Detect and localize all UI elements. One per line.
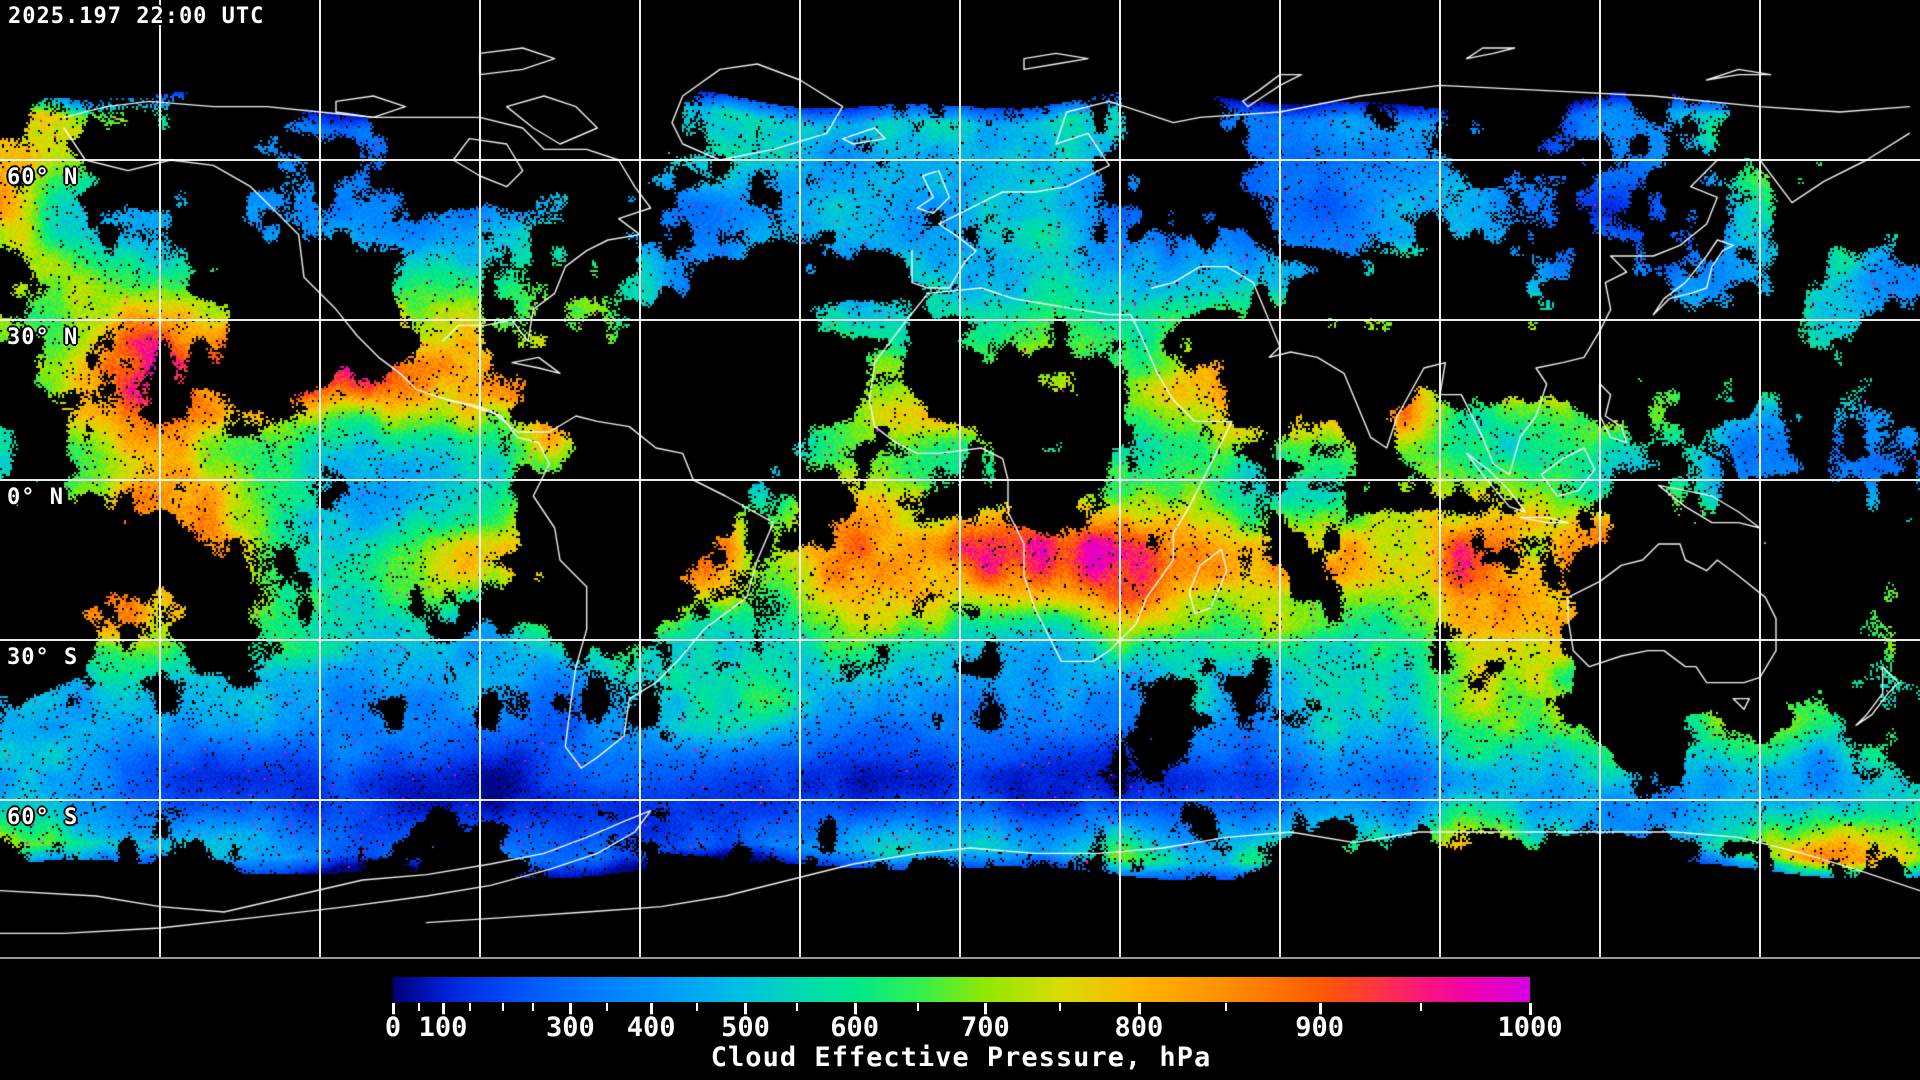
colorbar-tick-label-300: 300	[545, 1012, 595, 1043]
colorbar-tick-250	[531, 1003, 534, 1011]
colorbar-tick-label-500: 500	[721, 1012, 770, 1043]
colorbar-tick-900	[1318, 1003, 1322, 1015]
colorbar-tick-100	[442, 1003, 446, 1015]
colorbar-tick-label-100: 100	[418, 1012, 468, 1043]
latitude-label: 30° S	[7, 645, 79, 670]
colorbar-tick-400	[650, 1003, 654, 1015]
gridline-lat-0	[0, 479, 1920, 481]
colorbar-tick-850	[1225, 1003, 1228, 1011]
latitude-label: 60° S	[7, 805, 79, 830]
colorbar-tick-200	[502, 1003, 505, 1011]
colorbar-tick-800	[1137, 1003, 1141, 1015]
colorbar-tick-label-400: 400	[626, 1012, 676, 1043]
latitude-label: 0° N	[7, 485, 64, 510]
latitude-label: 60° N	[7, 165, 79, 190]
gridline-lat--60	[0, 799, 1920, 801]
colorbar-tick-600	[853, 1003, 857, 1015]
gridline-lat-30	[0, 319, 1920, 321]
colorbar-tick-500	[744, 1003, 748, 1015]
map-bottom-border	[0, 957, 1920, 959]
colorbar-tick-1000	[1529, 1003, 1532, 1015]
colorbar-tick-50	[418, 1003, 421, 1011]
gridline-lat-60	[0, 159, 1920, 161]
colorbar-tick-300	[569, 1003, 573, 1015]
colorbar-gradient	[393, 977, 1530, 1002]
colorbar-tick-650	[917, 1003, 920, 1011]
colorbar-tick-label-0: 0	[384, 1012, 402, 1043]
colorbar-tick-0	[392, 1003, 395, 1015]
colorbar-tick-700	[984, 1003, 988, 1015]
colorbar-tick-950	[1419, 1003, 1422, 1011]
colorbar-tick-label-900: 900	[1295, 1012, 1345, 1043]
colorbar-tick-label-700: 700	[960, 1012, 1010, 1043]
colorbar-tick-350	[605, 1003, 608, 1011]
colorbar-tick-label-1000: 1000	[1497, 1012, 1563, 1043]
colorbar-tick-150	[469, 1003, 472, 1011]
colorbar-tick-label-600: 600	[830, 1012, 879, 1043]
timestamp-label: 2025.197 22:00 UTC	[8, 4, 265, 29]
latitude-label: 30° N	[7, 325, 79, 350]
gridline-lat--30	[0, 639, 1920, 641]
colorbar-title: Cloud Effective Pressure, hPa	[710, 1042, 1212, 1073]
colorbar-tick-label-800: 800	[1114, 1012, 1164, 1043]
colorbar-tick-550	[795, 1003, 798, 1011]
colorbar-tick-750	[1059, 1003, 1062, 1011]
colorbar-tick-450	[695, 1003, 698, 1011]
